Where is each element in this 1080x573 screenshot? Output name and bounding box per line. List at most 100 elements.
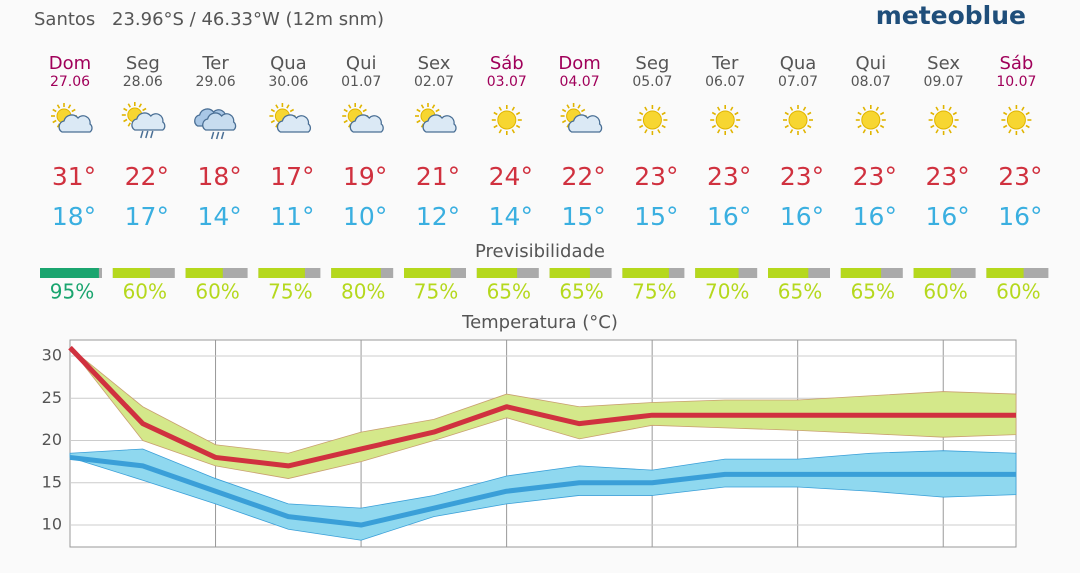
sun-ray: [661, 111, 666, 116]
sun-ray: [493, 111, 498, 116]
sun-ray: [515, 124, 521, 129]
sun-ray: [857, 124, 862, 129]
day-name: Dom: [558, 53, 600, 74]
day-name: Qua: [270, 53, 307, 74]
min-temp: 18°: [52, 202, 96, 231]
max-temp: 19°: [343, 162, 387, 191]
sun: [1006, 110, 1026, 130]
sun-ray: [730, 129, 734, 134]
sun-ray: [1021, 129, 1025, 134]
predictability-label: 60%: [996, 280, 1040, 304]
cloud: [276, 114, 311, 133]
predictability-bar: [185, 268, 223, 278]
day-date: 29.06: [196, 74, 236, 90]
day-name: Ter: [711, 53, 739, 74]
sun: [861, 110, 881, 130]
sun-ray: [56, 104, 61, 109]
sun-ray: [1008, 129, 1012, 134]
weather-icon: [637, 105, 668, 135]
temperature-line: [68, 345, 1016, 469]
predictability-label: 75%: [632, 280, 676, 304]
sun-ray: [561, 108, 567, 113]
rain-drop: [210, 131, 215, 140]
sun-ray: [784, 111, 789, 116]
sun-ray: [142, 107, 147, 112]
sun-ray: [580, 108, 586, 113]
day-name: Qui: [856, 53, 887, 74]
sun-ray: [493, 124, 498, 129]
sun-ray: [862, 129, 866, 134]
day-name: Sáb: [490, 53, 524, 74]
day-date: 03.07: [487, 74, 527, 90]
max-temp: 23°: [634, 162, 678, 191]
day-date: 08.07: [851, 74, 891, 90]
weather-icon: [855, 105, 886, 135]
sun-ray: [789, 106, 794, 111]
y-tick-label: 20: [42, 430, 62, 449]
min-temp: 14°: [489, 202, 533, 231]
sun-ray: [416, 119, 421, 124]
cloud: [131, 112, 166, 131]
chart-title: Temperatura (°C): [461, 312, 618, 333]
predictability-title: Previsibilidade: [475, 241, 605, 262]
max-temp: 23°: [853, 162, 897, 191]
predictability-bar: [622, 268, 669, 278]
sun-ray: [802, 106, 807, 111]
y-tick-label: 30: [42, 346, 62, 365]
sun-ray: [343, 108, 348, 113]
min-temp: 14°: [197, 202, 241, 231]
sun-ray: [661, 124, 666, 129]
sun-ray: [879, 124, 885, 129]
sun-ray: [952, 111, 957, 116]
max-temp: 23°: [780, 162, 824, 191]
logo: meteoblue: [876, 1, 1026, 30]
sun-ray: [639, 124, 644, 129]
y-tick-label: 10: [42, 515, 62, 534]
sun-ray: [644, 106, 648, 111]
predictability-bar: [40, 268, 99, 278]
predictability-label: 65%: [778, 280, 822, 304]
max-temp: 22°: [125, 162, 169, 191]
sun-ray: [270, 108, 276, 113]
max-temp: 31°: [52, 162, 96, 191]
sun-ray: [717, 129, 721, 134]
day-date: 02.07: [414, 74, 454, 90]
sun-ray: [639, 111, 644, 116]
y-tick-label: 25: [42, 388, 62, 407]
predictability-label: 60%: [923, 280, 967, 304]
min-temp: 15°: [561, 202, 605, 231]
weather-icon: [415, 103, 457, 133]
weather-icon: [342, 103, 384, 133]
predictability-label: 75%: [414, 280, 458, 304]
sun-ray: [127, 122, 131, 127]
predictability-bar: [476, 268, 518, 278]
sun-ray: [807, 111, 812, 116]
sun-ray: [952, 124, 957, 129]
day-date: 07.07: [778, 74, 818, 90]
day-name: Sex: [418, 53, 451, 74]
day-date: 30.06: [268, 74, 308, 90]
min-temp: 16°: [998, 202, 1042, 231]
sun-ray: [734, 111, 739, 116]
sun-ray: [275, 104, 279, 109]
sun-ray: [879, 111, 885, 116]
predictability-bar: [549, 268, 590, 278]
max-temp: 18°: [197, 162, 241, 191]
weather-icon: [560, 103, 603, 133]
predictability-label: 65%: [851, 280, 895, 304]
predictability-bar: [331, 268, 381, 278]
sun-ray: [875, 106, 879, 111]
min-temp: 16°: [853, 202, 897, 231]
predictability-label: 95%: [50, 280, 94, 304]
sun-ray: [286, 104, 290, 109]
sun-ray: [270, 119, 276, 124]
predictability-label: 80%: [341, 280, 385, 304]
sun-ray: [511, 129, 515, 134]
sun-ray: [875, 129, 879, 134]
day-name: Dom: [49, 53, 91, 74]
predictability-label: 75%: [268, 280, 312, 304]
sun: [715, 110, 735, 130]
sun-ray: [343, 119, 348, 124]
